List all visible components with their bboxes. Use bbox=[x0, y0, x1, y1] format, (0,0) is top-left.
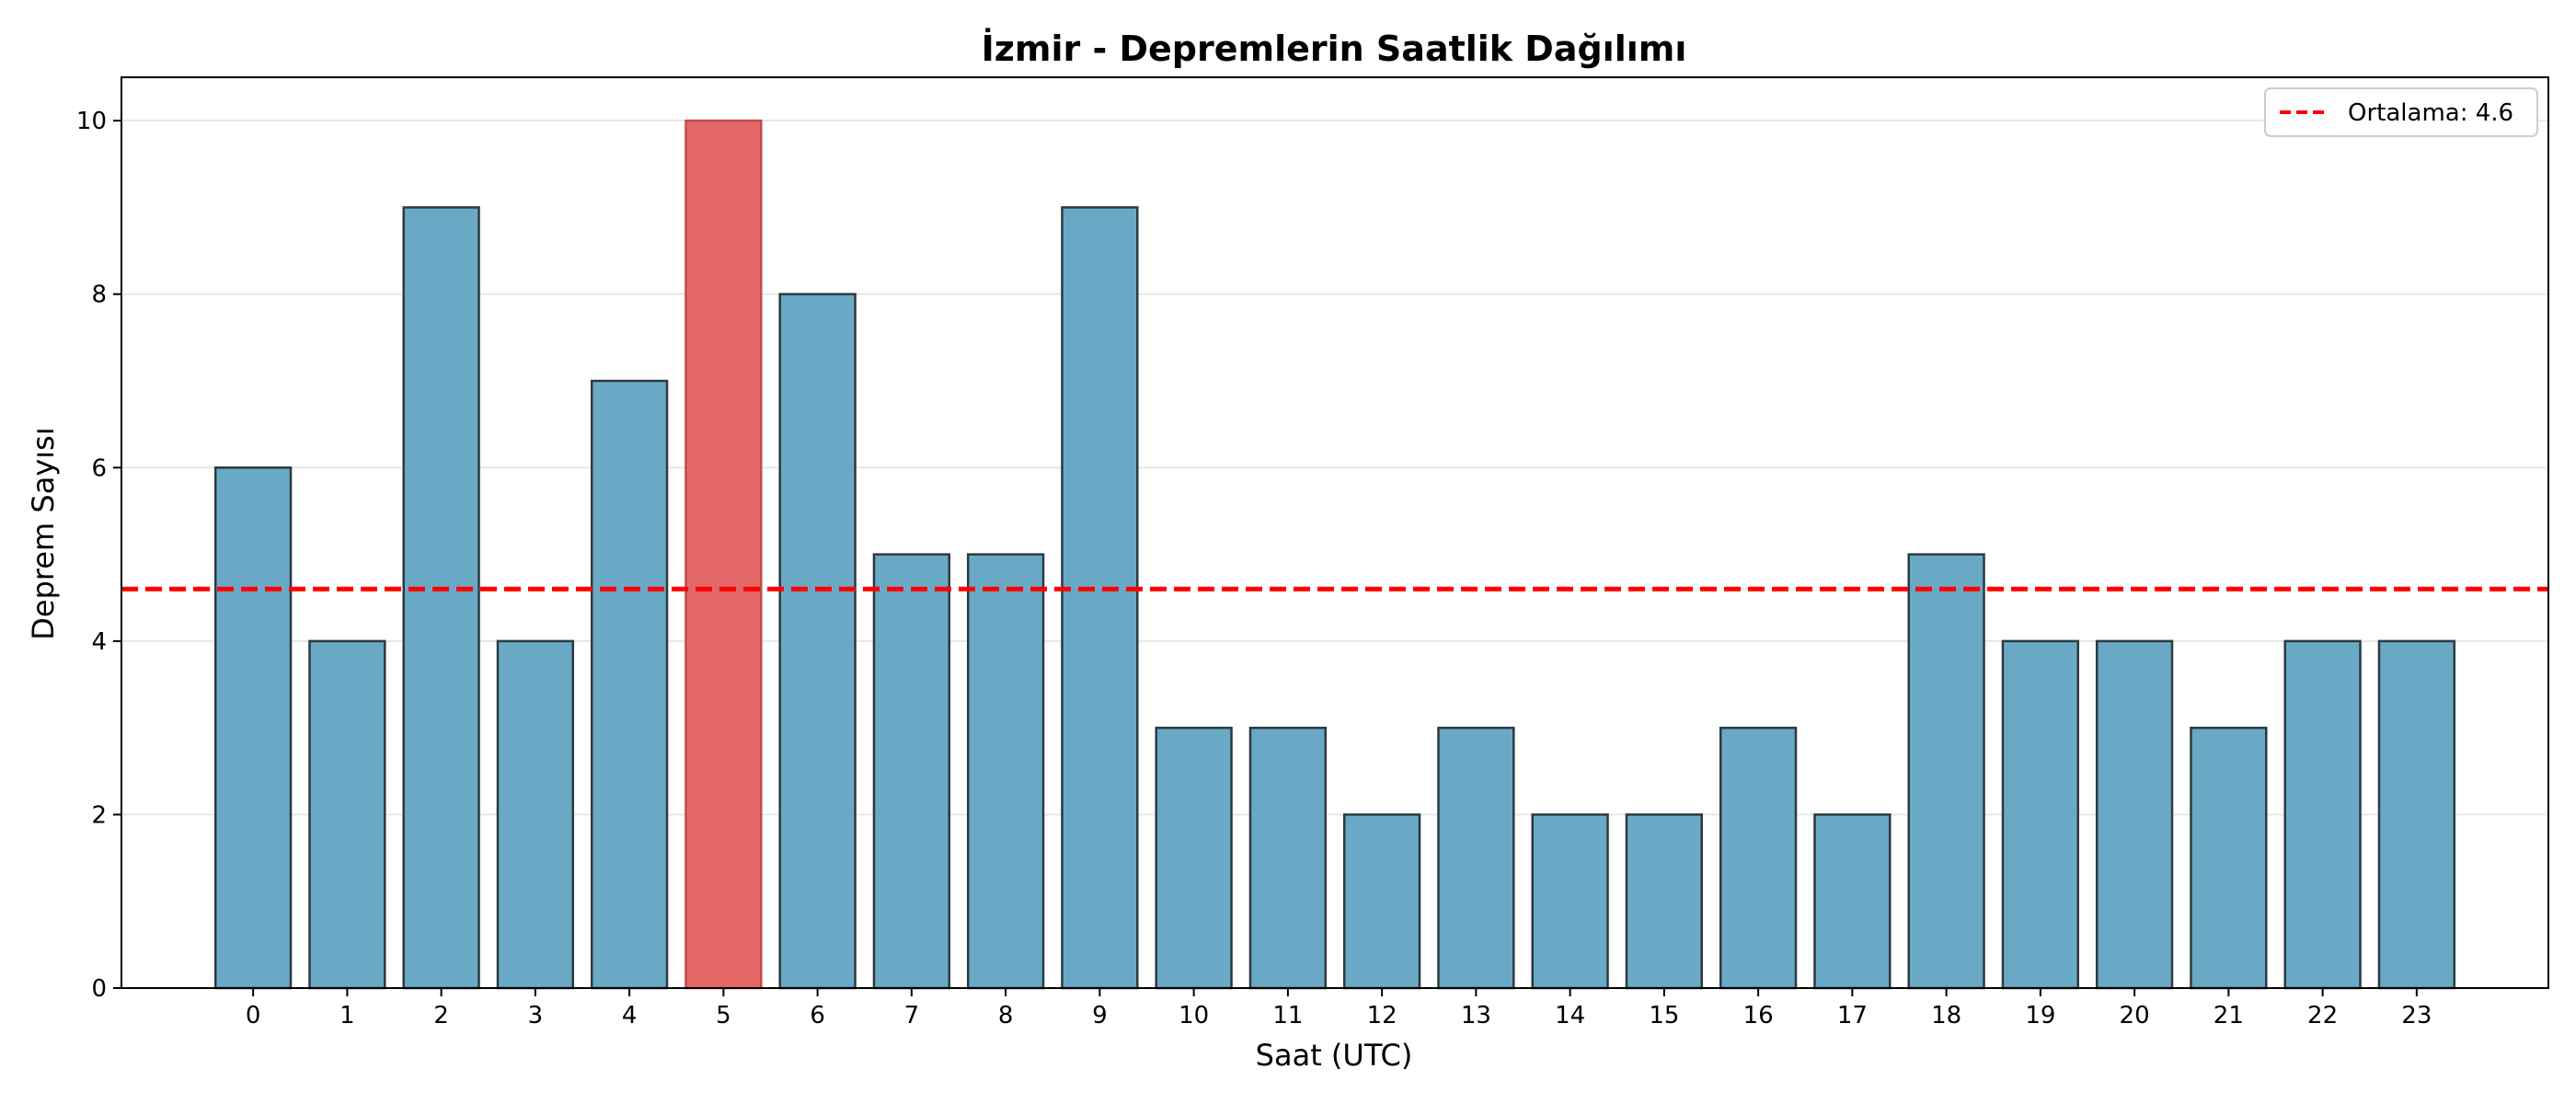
x-tick-label: 15 bbox=[1649, 1002, 1679, 1029]
bars bbox=[213, 119, 2456, 990]
x-tick-label: 1 bbox=[339, 1002, 355, 1029]
bar-hour-8 bbox=[966, 553, 1045, 990]
x-tick-label: 21 bbox=[2214, 1002, 2244, 1029]
x-tick-label: 3 bbox=[528, 1002, 544, 1029]
y-axis-label: Deprem Sayısı bbox=[26, 427, 61, 639]
x-axis: 0 1 2 3 4 5 6 7 8 9 10 11 12 13 14 15 16 17 18 19 20 21 22 23 bbox=[246, 988, 2432, 1029]
x-tick-label: 7 bbox=[904, 1002, 920, 1029]
x-tick-label: 19 bbox=[2025, 1002, 2055, 1029]
x-tick-label: 18 bbox=[1931, 1002, 1961, 1029]
x-tick-label: 10 bbox=[1179, 1002, 1209, 1029]
y-tick-label: 8 bbox=[91, 282, 107, 309]
bar-hour-5 bbox=[684, 119, 763, 990]
x-tick-label: 16 bbox=[1743, 1002, 1774, 1029]
x-axis-label: Saat (UTC) bbox=[1256, 1038, 1413, 1073]
bar-hour-10 bbox=[1155, 726, 1233, 990]
bar-hour-19 bbox=[2001, 639, 2080, 990]
legend-box bbox=[2264, 87, 2538, 137]
bar-hour-15 bbox=[1625, 813, 1704, 990]
bar-hour-16 bbox=[1719, 726, 1798, 990]
x-tick-label: 5 bbox=[716, 1002, 731, 1029]
bar-hour-9 bbox=[1061, 206, 1139, 990]
x-tick-label: 6 bbox=[810, 1002, 825, 1029]
y-axis: 0 2 4 6 8 10 bbox=[76, 108, 121, 1003]
x-tick-label: 8 bbox=[998, 1002, 1014, 1029]
bar-hour-13 bbox=[1437, 726, 1515, 990]
y-tick-label: 6 bbox=[91, 454, 107, 482]
plot-frame bbox=[121, 76, 2549, 989]
y-tick-label: 4 bbox=[91, 628, 107, 656]
y-tick-label: 2 bbox=[91, 801, 107, 829]
x-tick-label: 20 bbox=[2120, 1002, 2150, 1029]
x-tick-label: 17 bbox=[1837, 1002, 1868, 1029]
x-tick-label: 9 bbox=[1092, 1002, 1108, 1029]
bar-hour-12 bbox=[1342, 813, 1421, 990]
bar-hour-21 bbox=[2190, 726, 2268, 990]
legend: Ortalama: 4.6 bbox=[2264, 87, 2538, 137]
bar-hour-6 bbox=[778, 293, 857, 990]
bar-hour-1 bbox=[308, 639, 386, 990]
bar-hour-17 bbox=[1813, 813, 1892, 990]
y-tick-label: 0 bbox=[91, 975, 107, 1003]
x-tick-label: 11 bbox=[1272, 1002, 1303, 1029]
bar-hour-23 bbox=[2377, 639, 2456, 990]
bar-hour-11 bbox=[1248, 726, 1328, 990]
x-tick-label: 23 bbox=[2401, 1002, 2432, 1029]
bar-hour-7 bbox=[872, 553, 951, 990]
x-tick-label: 0 bbox=[246, 1002, 261, 1029]
legend-label: Ortalama: 4.6 bbox=[2348, 99, 2513, 127]
bar-hour-14 bbox=[1531, 813, 1609, 990]
x-tick-label: 4 bbox=[622, 1002, 638, 1029]
x-tick-label: 2 bbox=[433, 1002, 449, 1029]
bar-hour-2 bbox=[402, 206, 480, 990]
y-tick-label: 10 bbox=[76, 108, 107, 135]
x-tick-label: 22 bbox=[2307, 1002, 2338, 1029]
bar-hour-20 bbox=[2095, 639, 2174, 990]
bar-hour-22 bbox=[2283, 639, 2362, 990]
grid bbox=[121, 120, 2548, 816]
x-tick-label: 13 bbox=[1461, 1002, 1491, 1029]
bar-hour-4 bbox=[590, 379, 669, 990]
chart-title: İzmir - Depremlerin Saatlik Dağılımı bbox=[982, 29, 1687, 69]
x-tick-label: 14 bbox=[1555, 1002, 1585, 1029]
bar-hour-18 bbox=[1907, 553, 1985, 990]
bar-hour-0 bbox=[213, 466, 293, 990]
bar-hour-3 bbox=[496, 639, 575, 990]
x-tick-label: 12 bbox=[1367, 1002, 1397, 1029]
